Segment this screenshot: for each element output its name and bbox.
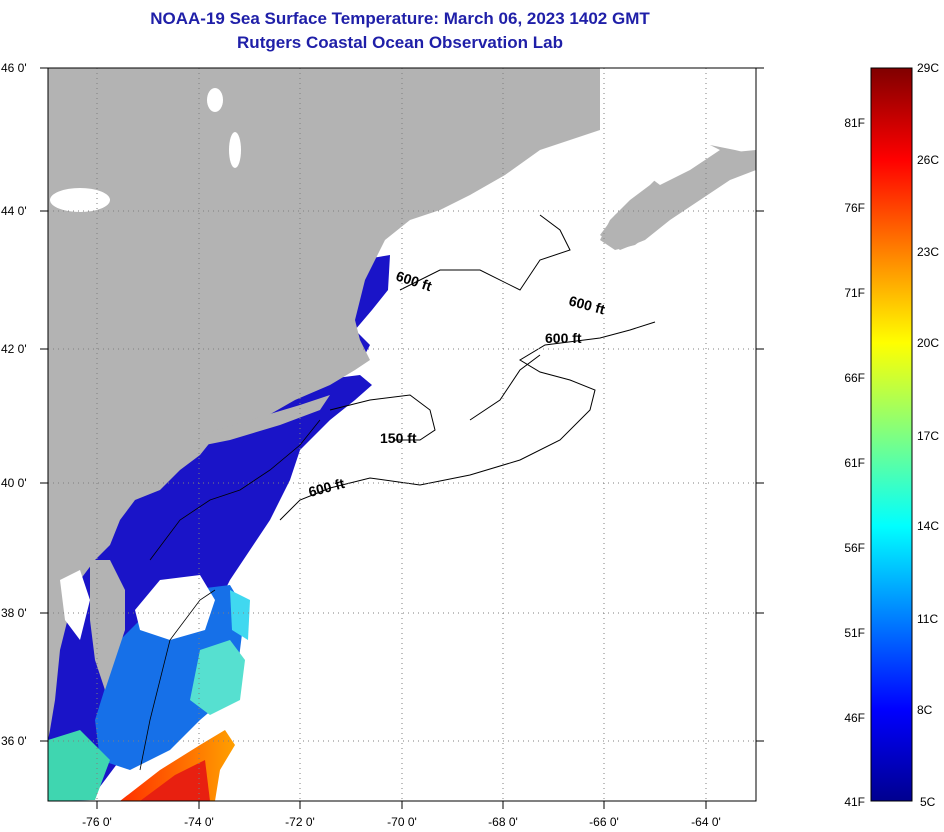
- colorbar-c-label: 26C: [917, 153, 939, 167]
- colorbar-f-label: 71F: [844, 286, 865, 300]
- map-title: NOAA-19 Sea Surface Temperature: March 0…: [150, 9, 650, 28]
- cloud-patch: [135, 575, 215, 640]
- contour-label-150ft: 150 ft: [380, 430, 417, 446]
- colorbar-c-label: 17C: [917, 429, 939, 443]
- land-mass: [48, 68, 756, 740]
- colorbar-c-label: 5C: [920, 795, 936, 809]
- colorbar-c-label: 20C: [917, 336, 939, 350]
- long-island-land: [200, 395, 330, 445]
- colorbar-f-label: 56F: [844, 541, 865, 555]
- lon-label-74: -74 0': [184, 815, 214, 829]
- colorbar-f-label: 76F: [844, 201, 865, 215]
- colorbar-f-label: 66F: [844, 371, 865, 385]
- contour-600ft-line: [279, 321, 656, 521]
- colorbar-f-label: 46F: [844, 711, 865, 725]
- colorbar-f-label: 51F: [844, 626, 865, 640]
- delmarva-land: [90, 560, 125, 690]
- lon-label-70: -70 0': [387, 815, 417, 829]
- lat-label-46: 46 0': [1, 61, 27, 75]
- contour-label-600ft-georges: 600 ft: [545, 330, 582, 346]
- lake: [207, 88, 223, 112]
- lon-label-64: -64 0': [691, 815, 721, 829]
- lat-label-40: 40 0': [1, 476, 27, 490]
- nova-scotia-land: [600, 150, 756, 250]
- contour-gulf-of-maine: [399, 214, 571, 291]
- shelf-water-mid: [95, 585, 245, 770]
- colorbar-celsius-labels: 29C 26C 23C 20C 17C 14C 11C 8C 5C: [917, 61, 939, 809]
- contour-shelf-south: [139, 589, 216, 771]
- lon-label-76: -76 0': [82, 815, 112, 829]
- axis-ticks: [40, 67, 764, 809]
- contour-150ft-line: [329, 394, 436, 441]
- contour-georges-bank: [469, 354, 541, 421]
- colorbar-f-label: 61F: [844, 456, 865, 470]
- colorbar-c-label: 11C: [917, 612, 938, 626]
- lat-label-42: 42 0': [1, 342, 27, 356]
- map-subtitle: Rutgers Coastal Ocean Observation Lab: [237, 33, 563, 52]
- chesapeake-bay: [60, 570, 90, 640]
- pamlico-sound-water: [48, 730, 110, 801]
- map-area: 600 ft 600 ft 600 ft 150 ft 600 ft: [48, 68, 756, 801]
- lat-label-36: 36 0': [1, 734, 27, 748]
- colorbar-c-label: 29C: [917, 61, 939, 75]
- lat-label-38: 38 0': [1, 606, 27, 620]
- contour-shelf-inner: [149, 419, 321, 561]
- gulf-stream-core: [140, 760, 210, 801]
- lat-label-44: 44 0': [1, 204, 27, 218]
- bay-of-fundy: [640, 140, 720, 185]
- colorbar-c-label: 23C: [917, 245, 939, 259]
- shelf-break-water-2: [230, 590, 250, 640]
- lon-label-72: -72 0': [285, 815, 315, 829]
- lake-ontario: [50, 188, 110, 212]
- colorbar-fahrenheit-labels: 81F 76F 71F 66F 61F 56F 51F 46F 41F: [844, 116, 865, 809]
- lon-label-68: -68 0': [488, 815, 518, 829]
- colorbar-f-label: 41F: [844, 795, 865, 809]
- graticule: [48, 68, 756, 801]
- colorbar-c-label: 14C: [917, 519, 939, 533]
- colorbar-f-label: 81F: [844, 116, 865, 130]
- lake-champlain: [229, 132, 241, 168]
- temperature-colorbar: [870, 67, 913, 802]
- lon-label-66: -66 0': [589, 815, 619, 829]
- colorbar-c-label: 8C: [917, 703, 933, 717]
- shelf-break-water: [190, 640, 245, 715]
